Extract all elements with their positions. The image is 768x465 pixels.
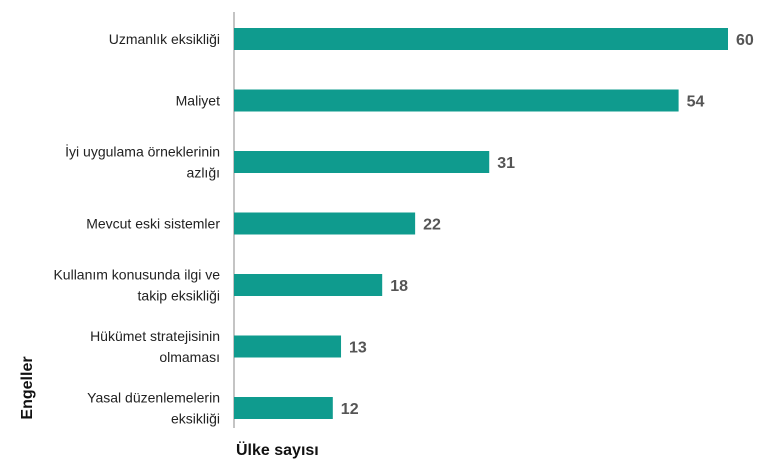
bar-4 — [234, 274, 383, 296]
category-label-3: Mevcut eski sistemler — [86, 216, 220, 232]
x-axis-title: Ülke sayısı — [236, 440, 319, 459]
value-label-1: 54 — [687, 94, 705, 111]
category-label-6: Yasal düzenlemelerin eksikliği — [87, 390, 220, 427]
value-labels-group: 60 54 31 22 18 13 12 — [341, 32, 754, 418]
value-label-4: 18 — [390, 278, 408, 295]
bar-0 — [234, 28, 728, 50]
category-labels-group: Uzmanlık eksikliği Maliyet İyi uygulama ör… — [53, 31, 220, 427]
category-label-2: İyi uygulama örneklerinin azlığı — [65, 143, 220, 181]
value-label-5: 13 — [349, 340, 367, 357]
category-label-5: Hükümet stratejisinin olmaması — [90, 328, 220, 365]
bar-5 — [234, 335, 342, 358]
bar-1 — [234, 89, 679, 112]
bar-3 — [234, 212, 416, 235]
category-label-1: Maliyet — [176, 93, 220, 109]
value-label-6: 12 — [341, 401, 359, 418]
bar-2 — [234, 151, 490, 173]
bar-6 — [234, 397, 333, 419]
y-axis-title: Engeller — [19, 356, 36, 419]
value-label-0: 60 — [736, 32, 754, 49]
value-label-2: 31 — [497, 155, 515, 172]
category-label-4: Kullanım konusunda ilgi ve takip eksikliğ… — [53, 267, 220, 304]
value-label-3: 22 — [423, 217, 441, 234]
bars-group — [234, 28, 728, 419]
category-label-0: Uzmanlık eksikliği — [109, 31, 220, 47]
